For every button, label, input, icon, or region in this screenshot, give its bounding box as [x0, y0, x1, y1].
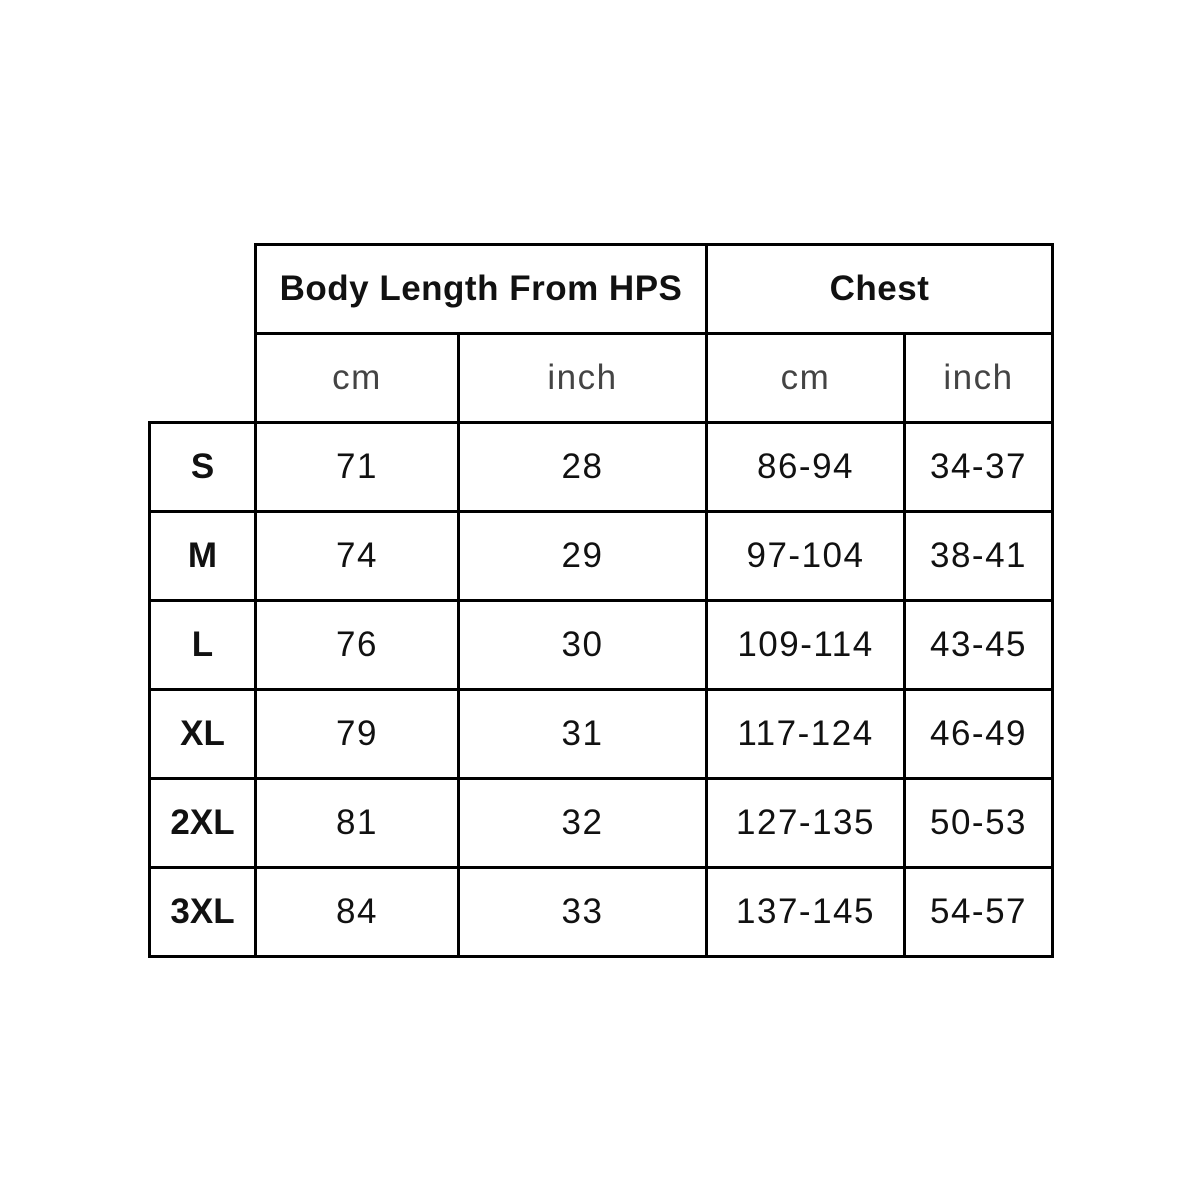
table-cell: 29	[457, 510, 708, 602]
size-label: L	[148, 599, 257, 691]
table-cell: 31	[457, 688, 708, 780]
table-cell: 117-124	[705, 688, 906, 780]
table-cell: 43-45	[903, 599, 1054, 691]
unit-header: inch	[457, 332, 708, 424]
table-cell: 137-145	[705, 866, 906, 958]
table-cell: 46-49	[903, 688, 1054, 780]
unit-header: cm	[254, 332, 460, 424]
table-cell: 97-104	[705, 510, 906, 602]
unit-header: inch	[903, 332, 1054, 424]
size-label: M	[148, 510, 257, 602]
table-cell: 127-135	[705, 777, 906, 869]
table-cell: 84	[254, 866, 460, 958]
table-cell: 32	[457, 777, 708, 869]
table-cell: 74	[254, 510, 460, 602]
size-label: S	[148, 421, 257, 513]
table-cell: 79	[254, 688, 460, 780]
table-cell: 30	[457, 599, 708, 691]
group-header-chest: Chest	[705, 243, 1054, 335]
group-header-body-length: Body Length From HPS	[254, 243, 708, 335]
table-cell: 76	[254, 599, 460, 691]
table-cell: 34-37	[903, 421, 1054, 513]
table-cell: 109-114	[705, 599, 906, 691]
size-label: 2XL	[148, 777, 257, 869]
table-cell: 86-94	[705, 421, 906, 513]
table-cell: 50-53	[903, 777, 1054, 869]
table-cell: 38-41	[903, 510, 1054, 602]
table-cell: 81	[254, 777, 460, 869]
table-cell: 54-57	[903, 866, 1054, 958]
size-label: XL	[148, 688, 257, 780]
unit-header: cm	[705, 332, 906, 424]
table-cell: 71	[254, 421, 460, 513]
size-label: 3XL	[148, 866, 257, 958]
table-cell: 28	[457, 421, 708, 513]
table-cell: 33	[457, 866, 708, 958]
